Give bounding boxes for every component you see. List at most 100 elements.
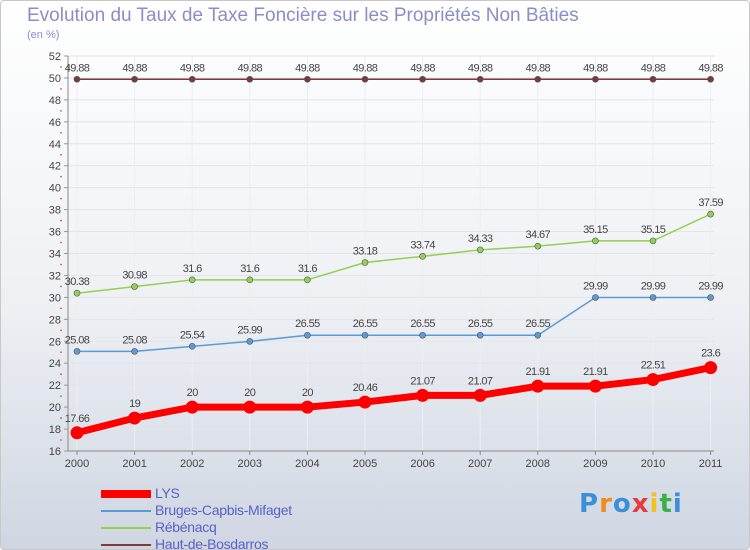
y-tick-label: 36	[49, 227, 61, 239]
data-point	[534, 331, 542, 339]
data-point	[300, 400, 314, 414]
y-minor-tick	[60, 439, 62, 441]
data-label: 34.67	[526, 229, 551, 241]
data-point	[361, 331, 369, 339]
data-label: 35.15	[583, 224, 608, 236]
data-point	[73, 75, 81, 83]
data-point	[246, 276, 254, 284]
x-tick-label: 2008	[526, 458, 550, 470]
data-point	[707, 294, 714, 301]
y-tick-label: 38	[49, 205, 61, 217]
data-point	[361, 259, 369, 266]
y-tick-label: 18	[49, 424, 61, 436]
data-point	[473, 388, 487, 402]
y-tick-label: 24	[49, 358, 61, 370]
data-point	[534, 75, 542, 83]
data-label: 29.99	[583, 280, 608, 292]
legend-label: Rébénacq	[155, 519, 217, 535]
data-point	[361, 75, 369, 83]
y-minor-tick	[60, 219, 62, 222]
y-minor-tick	[60, 175, 62, 178]
x-tick-label: 2006	[410, 458, 434, 470]
logo-letter: i	[672, 489, 683, 519]
y-tick-label: 28	[49, 314, 61, 326]
data-label: 19	[129, 398, 141, 410]
data-point	[534, 242, 542, 250]
x-tick-label: 2007	[468, 458, 492, 470]
data-label: 20	[302, 387, 314, 399]
y-minor-tick	[60, 395, 62, 398]
chart-unit-label: (en %)	[27, 29, 60, 41]
y-minor-tick	[60, 263, 62, 266]
y-minor-tick	[60, 197, 62, 200]
data-point	[476, 246, 484, 254]
series-line-0	[73, 364, 715, 437]
y-minor-tick	[60, 241, 62, 244]
y-minor-tick	[60, 373, 62, 376]
data-point	[476, 75, 484, 83]
data-label: 33.74	[410, 239, 435, 251]
data-point	[131, 283, 138, 290]
legend-swatch	[101, 510, 151, 512]
data-point	[131, 75, 138, 83]
y-minor-tick	[60, 351, 62, 354]
data-point	[304, 75, 311, 83]
x-tick-label: 2000	[65, 458, 89, 470]
data-point	[246, 75, 254, 83]
data-point	[419, 75, 426, 83]
data-label: 34.33	[468, 233, 493, 245]
data-label: 20	[187, 387, 199, 399]
legend-label: Bruges-Capbis-Mifaget	[155, 502, 292, 518]
data-label: 49.88	[180, 62, 205, 74]
data-label: 49.88	[410, 62, 435, 74]
data-point	[131, 348, 138, 355]
legend-swatch	[101, 527, 151, 529]
x-tick-label: 2004	[295, 458, 319, 470]
x-tick-label: 2009	[583, 458, 607, 470]
y-minor-tick	[60, 131, 62, 134]
data-label: 49.88	[698, 62, 723, 74]
data-label: 49.88	[526, 62, 551, 74]
data-label: 49.88	[65, 62, 90, 74]
y-tick-label: 46	[49, 117, 61, 129]
data-label: 49.88	[238, 62, 263, 74]
y-minor-tick	[60, 88, 62, 90]
y-tick-label: 44	[49, 139, 61, 151]
data-label: 31.6	[298, 263, 317, 275]
y-tick-label: 42	[49, 161, 61, 173]
data-point	[419, 331, 426, 339]
logo-letter: r	[599, 489, 613, 519]
data-label: 25.08	[122, 334, 147, 346]
data-label: 21.07	[410, 375, 435, 387]
data-label: 30.38	[65, 276, 90, 288]
y-tick-label: 16	[49, 446, 61, 458]
data-label: 49.88	[641, 62, 666, 74]
logo-letter: o	[612, 489, 632, 519]
chart-title: Evolution du Taux de Taxe Foncière sur l…	[27, 5, 579, 26]
legend-label: Haut-de-Bosdarros	[155, 536, 269, 550]
data-point	[304, 331, 311, 339]
logo-letter: P	[579, 489, 600, 519]
x-tick-label: 2010	[641, 458, 665, 470]
series-line-1	[76, 296, 712, 353]
data-label: 49.88	[122, 62, 147, 74]
data-point	[649, 294, 657, 301]
data-point	[304, 276, 311, 284]
x-tick-label: 2003	[238, 458, 262, 470]
data-point	[73, 289, 81, 297]
data-point	[419, 253, 426, 260]
data-label: 21.07	[468, 375, 493, 387]
proxiti-logo: Proxiti	[579, 489, 683, 519]
data-label: 20.46	[353, 382, 378, 394]
logo-letter: x	[631, 489, 650, 519]
x-tick-label: 2005	[353, 458, 377, 470]
data-point	[416, 388, 430, 402]
data-point	[358, 395, 372, 409]
y-minor-tick	[60, 66, 62, 68]
data-point	[707, 75, 714, 83]
data-label: 30.98	[122, 270, 147, 282]
y-minor-tick	[60, 285, 62, 288]
y-tick-label: 34	[49, 249, 61, 261]
data-label: 49.88	[583, 62, 608, 74]
